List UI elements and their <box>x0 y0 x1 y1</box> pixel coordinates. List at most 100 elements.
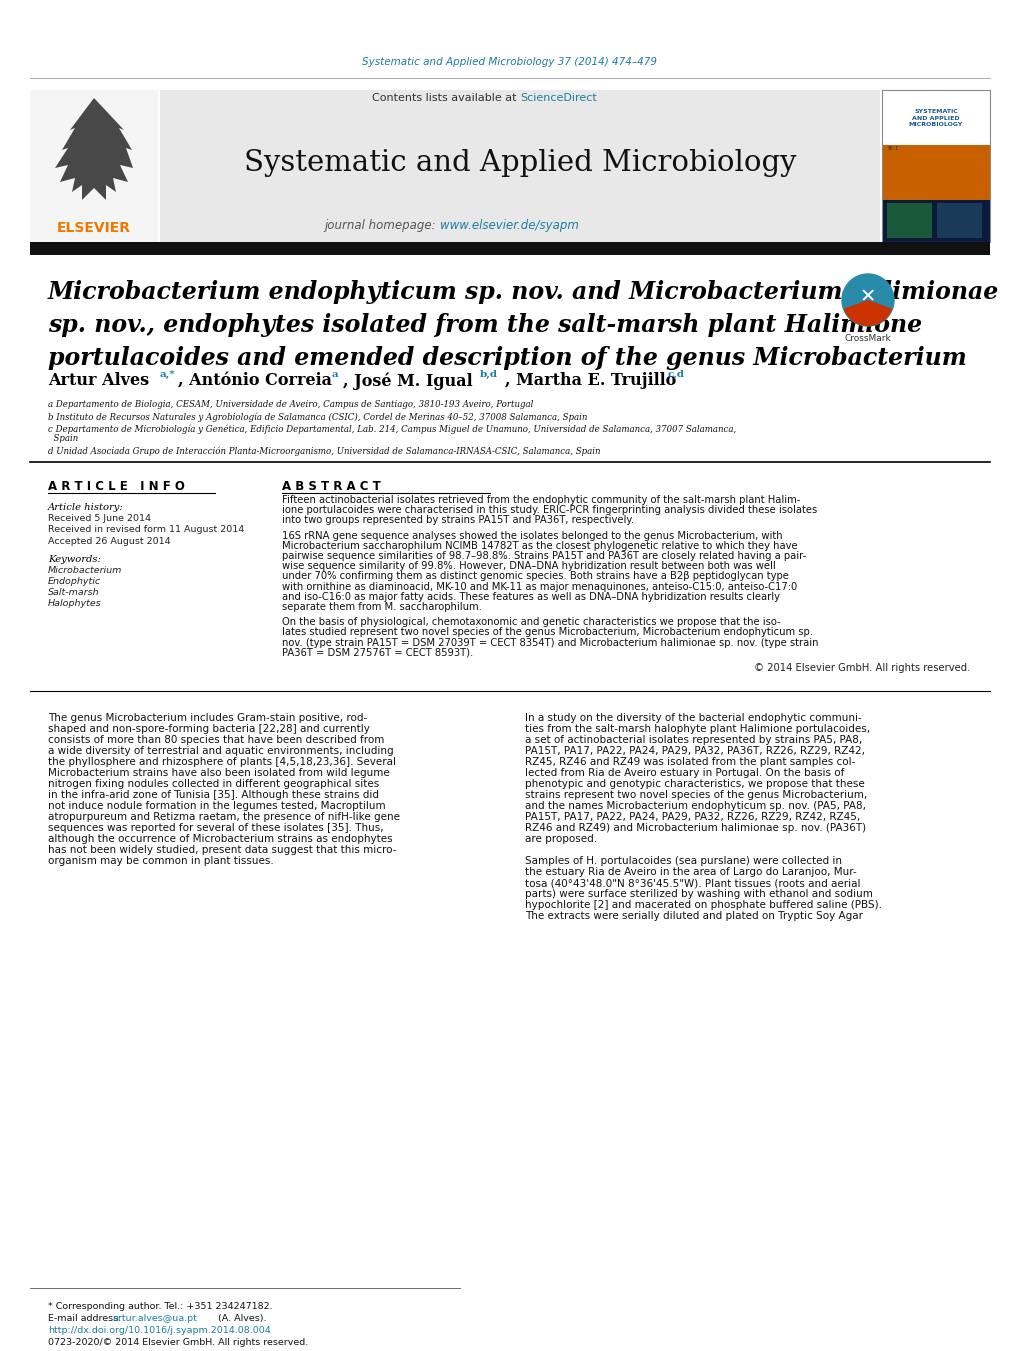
Text: b,d: b,d <box>480 370 497 380</box>
Text: under 70% confirming them as distinct genomic species. Both strains have a B2β p: under 70% confirming them as distinct ge… <box>281 571 788 581</box>
Text: A B S T R A C T: A B S T R A C T <box>281 480 380 493</box>
Text: Microbacterium saccharophilum NCIMB 14782T as the closest phylogenetic relative : Microbacterium saccharophilum NCIMB 1478… <box>281 540 797 551</box>
Text: Samples of H. portulacoides (sea purslane) were collected in: Samples of H. portulacoides (sea purslan… <box>525 857 841 866</box>
Text: d Unidad Asociada Grupo de Interacción Planta-Microorganismo, Universidad de Sal: d Unidad Asociada Grupo de Interacción P… <box>48 446 600 455</box>
Text: nitrogen fixing nodules collected in different geographical sites: nitrogen fixing nodules collected in dif… <box>48 780 379 789</box>
Text: , José M. Igual: , José M. Igual <box>342 372 472 389</box>
Text: lected from Ria de Aveiro estuary in Portugal. On the basis of: lected from Ria de Aveiro estuary in Por… <box>525 769 844 778</box>
Text: 36:1: 36:1 <box>887 146 899 150</box>
Text: Spain: Spain <box>48 434 78 443</box>
Text: organism may be common in plant tissues.: organism may be common in plant tissues. <box>48 857 273 866</box>
Text: PA15T, PA17, PA22, PA24, PA29, PA32, PA36T, RZ26, RZ29, RZ42,: PA15T, PA17, PA22, PA24, PA29, PA32, PA3… <box>525 746 864 757</box>
Text: consists of more than 80 species that have been described from: consists of more than 80 species that ha… <box>48 735 384 746</box>
Text: 16S rRNA gene sequence analyses showed the isolates belonged to the genus Microb: 16S rRNA gene sequence analyses showed t… <box>281 531 782 540</box>
Text: Keywords:: Keywords: <box>48 555 101 563</box>
Text: hypochlorite [2] and macerated on phosphate buffered saline (PBS).: hypochlorite [2] and macerated on phosph… <box>525 900 881 911</box>
Text: separate them from M. saccharophilum.: separate them from M. saccharophilum. <box>281 603 481 612</box>
Text: phenotypic and genotypic characteristics, we propose that these: phenotypic and genotypic characteristics… <box>525 780 864 789</box>
Bar <box>881 91 989 242</box>
Text: Systematic and Applied Microbiology: Systematic and Applied Microbiology <box>244 149 796 177</box>
Text: Accepted 26 August 2014: Accepted 26 August 2014 <box>48 538 170 546</box>
Text: Article history:: Article history: <box>48 503 123 512</box>
Text: Microbacterium strains have also been isolated from wild legume: Microbacterium strains have also been is… <box>48 769 389 778</box>
Text: artur.alves@ua.pt: artur.alves@ua.pt <box>112 1315 197 1323</box>
Text: parts) were surface sterilized by washing with ethanol and sodium: parts) were surface sterilized by washin… <box>525 889 872 900</box>
Text: SYSTEMATIC
AND APPLIED
MICROBIOLOGY: SYSTEMATIC AND APPLIED MICROBIOLOGY <box>908 109 962 127</box>
Text: ione portulacoides were characterised in this study. ERIC-PCR fingerprinting ana: ione portulacoides were characterised in… <box>281 505 816 515</box>
Text: sequences was reported for several of these isolates [35]. Thus,: sequences was reported for several of th… <box>48 823 383 834</box>
Text: a wide diversity of terrestrial and aquatic environments, including: a wide diversity of terrestrial and aqua… <box>48 746 393 757</box>
Text: tosa (40°43'48.0"N 8°36'45.5"W). Plant tissues (roots and aerial: tosa (40°43'48.0"N 8°36'45.5"W). Plant t… <box>525 878 860 888</box>
Polygon shape <box>55 99 132 200</box>
Text: E-mail address:: E-mail address: <box>48 1315 124 1323</box>
Bar <box>881 200 989 242</box>
Circle shape <box>841 274 893 326</box>
Text: Received 5 June 2014: Received 5 June 2014 <box>48 513 151 523</box>
Text: On the basis of physiological, chemotaxonomic and genetic characteristics we pro: On the basis of physiological, chemotaxo… <box>281 617 780 627</box>
Text: Salt-marsh: Salt-marsh <box>48 588 100 597</box>
Bar <box>30 91 158 242</box>
Text: a set of actinobacterial isolates represented by strains PA5, PA8,: a set of actinobacterial isolates repres… <box>525 735 861 746</box>
Text: RZ46 and RZ49) and Microbacterium halimionae sp. nov. (PA36T): RZ46 and RZ49) and Microbacterium halimi… <box>525 823 865 834</box>
Bar <box>160 91 879 242</box>
Text: , António Correia: , António Correia <box>178 372 331 389</box>
Text: wise sequence similarity of 99.8%. However, DNA–DNA hybridization result between: wise sequence similarity of 99.8%. Howev… <box>281 561 775 571</box>
Text: not induce nodule formation in the legumes tested, Macroptilum: not induce nodule formation in the legum… <box>48 801 385 811</box>
Text: sp. nov., endophytes isolated from the salt-marsh plant Halimione: sp. nov., endophytes isolated from the s… <box>48 313 921 336</box>
Text: The genus Microbacterium includes Gram-stain positive, rod-: The genus Microbacterium includes Gram-s… <box>48 713 367 723</box>
Text: lates studied represent two novel species of the genus Microbacterium, Microbact: lates studied represent two novel specie… <box>281 627 812 638</box>
Text: into two groups represented by strains PA15T and PA36T, respectively.: into two groups represented by strains P… <box>281 515 634 526</box>
Text: RZ45, RZ46 and RZ49 was isolated from the plant samples col-: RZ45, RZ46 and RZ49 was isolated from th… <box>525 757 855 767</box>
Bar <box>887 203 931 238</box>
Bar <box>30 242 989 255</box>
Text: * Corresponding author. Tel.: +351 234247182.: * Corresponding author. Tel.: +351 23424… <box>48 1302 272 1310</box>
Text: are proposed.: are proposed. <box>525 834 596 844</box>
Text: Contents lists available at: Contents lists available at <box>372 93 520 103</box>
Text: PA36T = DSM 27576T = CECT 8593T).: PA36T = DSM 27576T = CECT 8593T). <box>281 647 473 658</box>
Text: with ornithine as diaminoacid, MK-10 and MK-11 as major menaquinones, anteiso-C1: with ornithine as diaminoacid, MK-10 and… <box>281 581 797 592</box>
Text: http://dx.doi.org/10.1016/j.syapm.2014.08.004: http://dx.doi.org/10.1016/j.syapm.2014.0… <box>48 1325 270 1335</box>
Text: strains represent two novel species of the genus Microbacterium,: strains represent two novel species of t… <box>525 790 866 800</box>
Text: The extracts were serially diluted and plated on Tryptic Soy Agar: The extracts were serially diluted and p… <box>525 911 862 921</box>
Text: b Instituto de Recursos Naturales y Agrobiología de Salamanca (CSIC), Cordel de : b Instituto de Recursos Naturales y Agro… <box>48 412 587 422</box>
Text: nov. (type strain PA15T = DSM 27039T = CECT 8354T) and Microbacterium halimionae: nov. (type strain PA15T = DSM 27039T = C… <box>281 638 817 647</box>
Bar <box>881 186 989 242</box>
Text: ScienceDirect: ScienceDirect <box>520 93 596 103</box>
Text: pairwise sequence similarities of 98.7–98.8%. Strains PA15T and PA36T are closel: pairwise sequence similarities of 98.7–9… <box>281 551 805 561</box>
Text: (A. Alves).: (A. Alves). <box>215 1315 266 1323</box>
Text: PA15T, PA17, PA22, PA24, PA29, PA32, RZ26, RZ29, RZ42, RZ45,: PA15T, PA17, PA22, PA24, PA29, PA32, RZ2… <box>525 812 859 823</box>
Text: portulacoides and emended description of the genus Microbacterium: portulacoides and emended description of… <box>48 346 966 370</box>
Text: Halophytes: Halophytes <box>48 598 102 608</box>
Text: www.elsevier.de/syapm: www.elsevier.de/syapm <box>439 219 579 231</box>
Bar <box>881 145 989 200</box>
Text: in the infra-arid zone of Tunisia [35]. Although these strains did: in the infra-arid zone of Tunisia [35]. … <box>48 790 379 800</box>
Text: a: a <box>331 370 338 380</box>
Text: Endophytic: Endophytic <box>48 577 101 586</box>
Text: Fifteen actinobacterial isolates retrieved from the endophytic community of the : Fifteen actinobacterial isolates retriev… <box>281 494 800 505</box>
Text: journal homepage:: journal homepage: <box>324 219 439 231</box>
Text: and iso-C16:0 as major fatty acids. These features as well as DNA–DNA hybridizat: and iso-C16:0 as major fatty acids. Thes… <box>281 592 780 601</box>
Text: a Departamento de Biologia, CESAM, Universidade de Aveiro, Campus de Santiago, 3: a Departamento de Biologia, CESAM, Unive… <box>48 400 533 409</box>
Text: Microbacterium endophyticum sp. nov. and Microbacterium halimionae: Microbacterium endophyticum sp. nov. and… <box>48 280 999 304</box>
Text: Systematic and Applied Microbiology 37 (2014) 474–479: Systematic and Applied Microbiology 37 (… <box>362 57 657 68</box>
Text: ties from the salt-marsh halophyte plant Halimione portulacoides,: ties from the salt-marsh halophyte plant… <box>525 724 869 734</box>
Text: the phyllosphere and rhizosphere of plants [4,5,18,23,36]. Several: the phyllosphere and rhizosphere of plan… <box>48 757 395 767</box>
Text: c,d: c,d <box>667 370 685 380</box>
Text: A R T I C L E   I N F O: A R T I C L E I N F O <box>48 480 184 493</box>
Text: Artur Alves: Artur Alves <box>48 372 149 389</box>
Text: the estuary Ria de Aveiro in the area of Largo do Laranjoo, Mur-: the estuary Ria de Aveiro in the area of… <box>525 867 856 877</box>
Wedge shape <box>843 300 892 326</box>
Text: , Martha E. Trujillo: , Martha E. Trujillo <box>504 372 676 389</box>
Text: Microbacterium: Microbacterium <box>48 566 122 576</box>
Text: In a study on the diversity of the bacterial endophytic communi-: In a study on the diversity of the bacte… <box>525 713 861 723</box>
Text: c Departamento de Microbiología y Genética, Edificio Departamental, Lab. 214, Ca: c Departamento de Microbiología y Genéti… <box>48 424 736 434</box>
Text: CrossMark: CrossMark <box>844 334 891 343</box>
Text: ✕: ✕ <box>859 288 875 307</box>
Text: a,*: a,* <box>160 370 175 380</box>
Text: Received in revised form 11 August 2014: Received in revised form 11 August 2014 <box>48 526 244 534</box>
Text: has not been widely studied, present data suggest that this micro-: has not been widely studied, present dat… <box>48 846 396 855</box>
Text: and the names Microbacterium endophyticum sp. nov. (PA5, PA8,: and the names Microbacterium endophyticu… <box>525 801 865 811</box>
Text: shaped and non-spore-forming bacteria [22,28] and currently: shaped and non-spore-forming bacteria [2… <box>48 724 370 734</box>
Text: ELSEVIER: ELSEVIER <box>57 222 130 235</box>
Text: atropurpureum and Retizma raetam, the presence of nifH-like gene: atropurpureum and Retizma raetam, the pr… <box>48 812 399 823</box>
